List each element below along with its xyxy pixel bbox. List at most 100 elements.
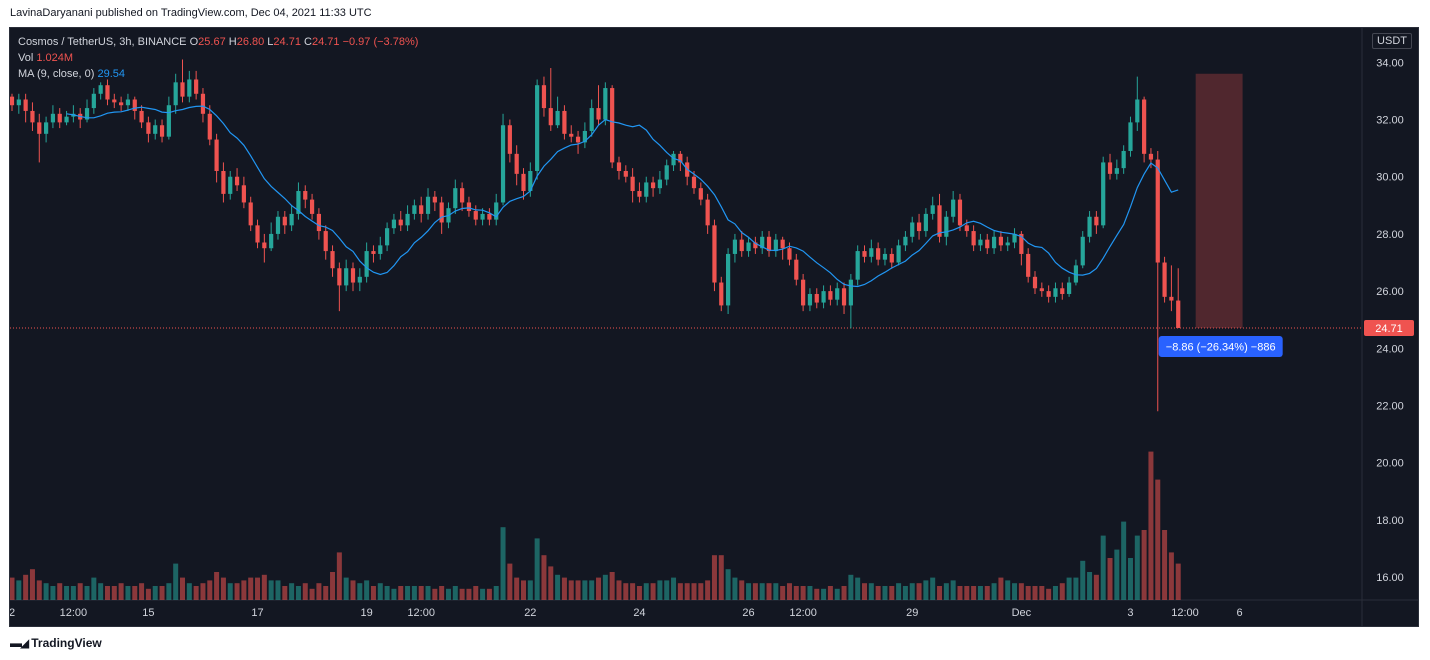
- candle-body: [296, 191, 301, 214]
- candle-body: [255, 225, 260, 243]
- volume-bar: [391, 588, 397, 600]
- candle-body: [23, 99, 28, 111]
- candle-body: [16, 99, 21, 106]
- candle-body: [1107, 162, 1113, 174]
- volume-bar: [793, 586, 799, 600]
- volume-bar: [330, 572, 336, 600]
- volume-bar: [248, 577, 254, 600]
- candle-body: [623, 171, 628, 177]
- candle-body: [289, 213, 294, 226]
- volume-bar: [841, 586, 847, 600]
- volume-bar: [677, 583, 683, 600]
- candle-body: [371, 251, 376, 254]
- candle-body: [91, 93, 96, 109]
- candle-body: [214, 139, 219, 171]
- volume-bar: [705, 580, 711, 600]
- candle-body: [350, 268, 356, 283]
- volume-bar: [766, 583, 772, 600]
- volume-bar: [534, 538, 540, 600]
- volume-bar: [132, 586, 138, 600]
- volume-bar: [596, 577, 602, 600]
- candle-body: [691, 176, 697, 189]
- volume-bar: [64, 586, 70, 600]
- candle-body: [507, 125, 512, 154]
- chart-panel[interactable]: 34.00 32.00 30.00 28.00 26.00 24.00 22.00 20.00…: [9, 27, 1419, 627]
- volume-bar: [104, 586, 110, 600]
- candle-body: [466, 202, 472, 212]
- candle-body: [610, 88, 615, 163]
- volume-bar: [1141, 530, 1147, 600]
- candle-body: [541, 85, 547, 109]
- candle-body: [1155, 159, 1160, 263]
- candlestick-chart[interactable]: 34.00 32.00 30.00 28.00 26.00 24.00 22.00 20.00…: [10, 28, 1419, 627]
- volume-bar: [602, 574, 608, 600]
- candle-body: [487, 213, 492, 220]
- volume-bar: [10, 577, 15, 600]
- candle-body: [439, 202, 444, 223]
- candle-body: [282, 216, 287, 226]
- candle-body: [323, 231, 328, 252]
- ma-line: [66, 105, 1179, 288]
- ma-value: 29.54: [97, 68, 126, 80]
- volume-bar: [896, 583, 902, 600]
- volume-bar: [1018, 583, 1024, 600]
- volume-bar: [902, 586, 908, 600]
- volume-bar: [343, 577, 349, 600]
- candle-body: [1176, 300, 1181, 329]
- candle-body: [1135, 99, 1140, 123]
- volume-bar: [43, 583, 49, 600]
- candle-body: [419, 205, 424, 214]
- candle-body: [650, 182, 656, 189]
- candle-body: [889, 253, 894, 263]
- volume-bar: [507, 563, 513, 600]
- candle-body: [862, 251, 867, 257]
- candle-body: [494, 202, 499, 220]
- volume-bar: [977, 586, 983, 600]
- tradingview-logo[interactable]: ▬◢ TradingView: [10, 636, 102, 650]
- open-label: O: [189, 36, 199, 48]
- volume-bar: [957, 586, 963, 600]
- candle-body: [528, 171, 533, 192]
- candle-body: [1067, 282, 1072, 294]
- volume-bar: [445, 588, 451, 600]
- candle-body: [153, 125, 158, 134]
- candle-body: [1080, 236, 1085, 266]
- volume-bar: [1148, 451, 1154, 600]
- candle-body: [616, 162, 622, 171]
- candle-body: [1128, 122, 1133, 151]
- volume-bar: [691, 583, 697, 600]
- volume-bar: [289, 583, 295, 600]
- volume-bar: [77, 583, 83, 600]
- volume-bar: [364, 580, 370, 600]
- candle-body: [344, 268, 349, 286]
- candle-body: [241, 185, 246, 203]
- candle-body: [1005, 242, 1010, 246]
- volume-bar: [193, 586, 199, 600]
- volume-bar: [145, 588, 151, 600]
- volume-bar: [357, 583, 363, 600]
- volume-bar: [23, 574, 29, 600]
- candle-body: [562, 110, 567, 134]
- volume-bar: [295, 586, 301, 600]
- volume-bar: [432, 588, 438, 600]
- candle-body: [548, 108, 553, 126]
- candle-body: [1032, 276, 1038, 289]
- volume-bar: [1087, 572, 1093, 600]
- currency-selector[interactable]: USDT: [1372, 33, 1412, 49]
- volume-bar: [227, 583, 233, 600]
- candle-body: [814, 293, 819, 303]
- candle-body: [644, 182, 649, 197]
- volume-bar: [541, 555, 547, 600]
- volume-bar: [1059, 583, 1065, 600]
- volume-bar: [514, 577, 520, 600]
- low-label: L: [267, 36, 274, 48]
- volume-bar: [725, 569, 731, 600]
- volume-bar: [923, 580, 929, 600]
- volume-bar: [377, 583, 383, 600]
- candle-body: [882, 253, 888, 260]
- volume-bar: [1073, 577, 1079, 600]
- volume-bar: [180, 577, 185, 600]
- candle-body: [794, 259, 799, 280]
- candle-body: [575, 136, 581, 143]
- candle-body: [603, 88, 608, 120]
